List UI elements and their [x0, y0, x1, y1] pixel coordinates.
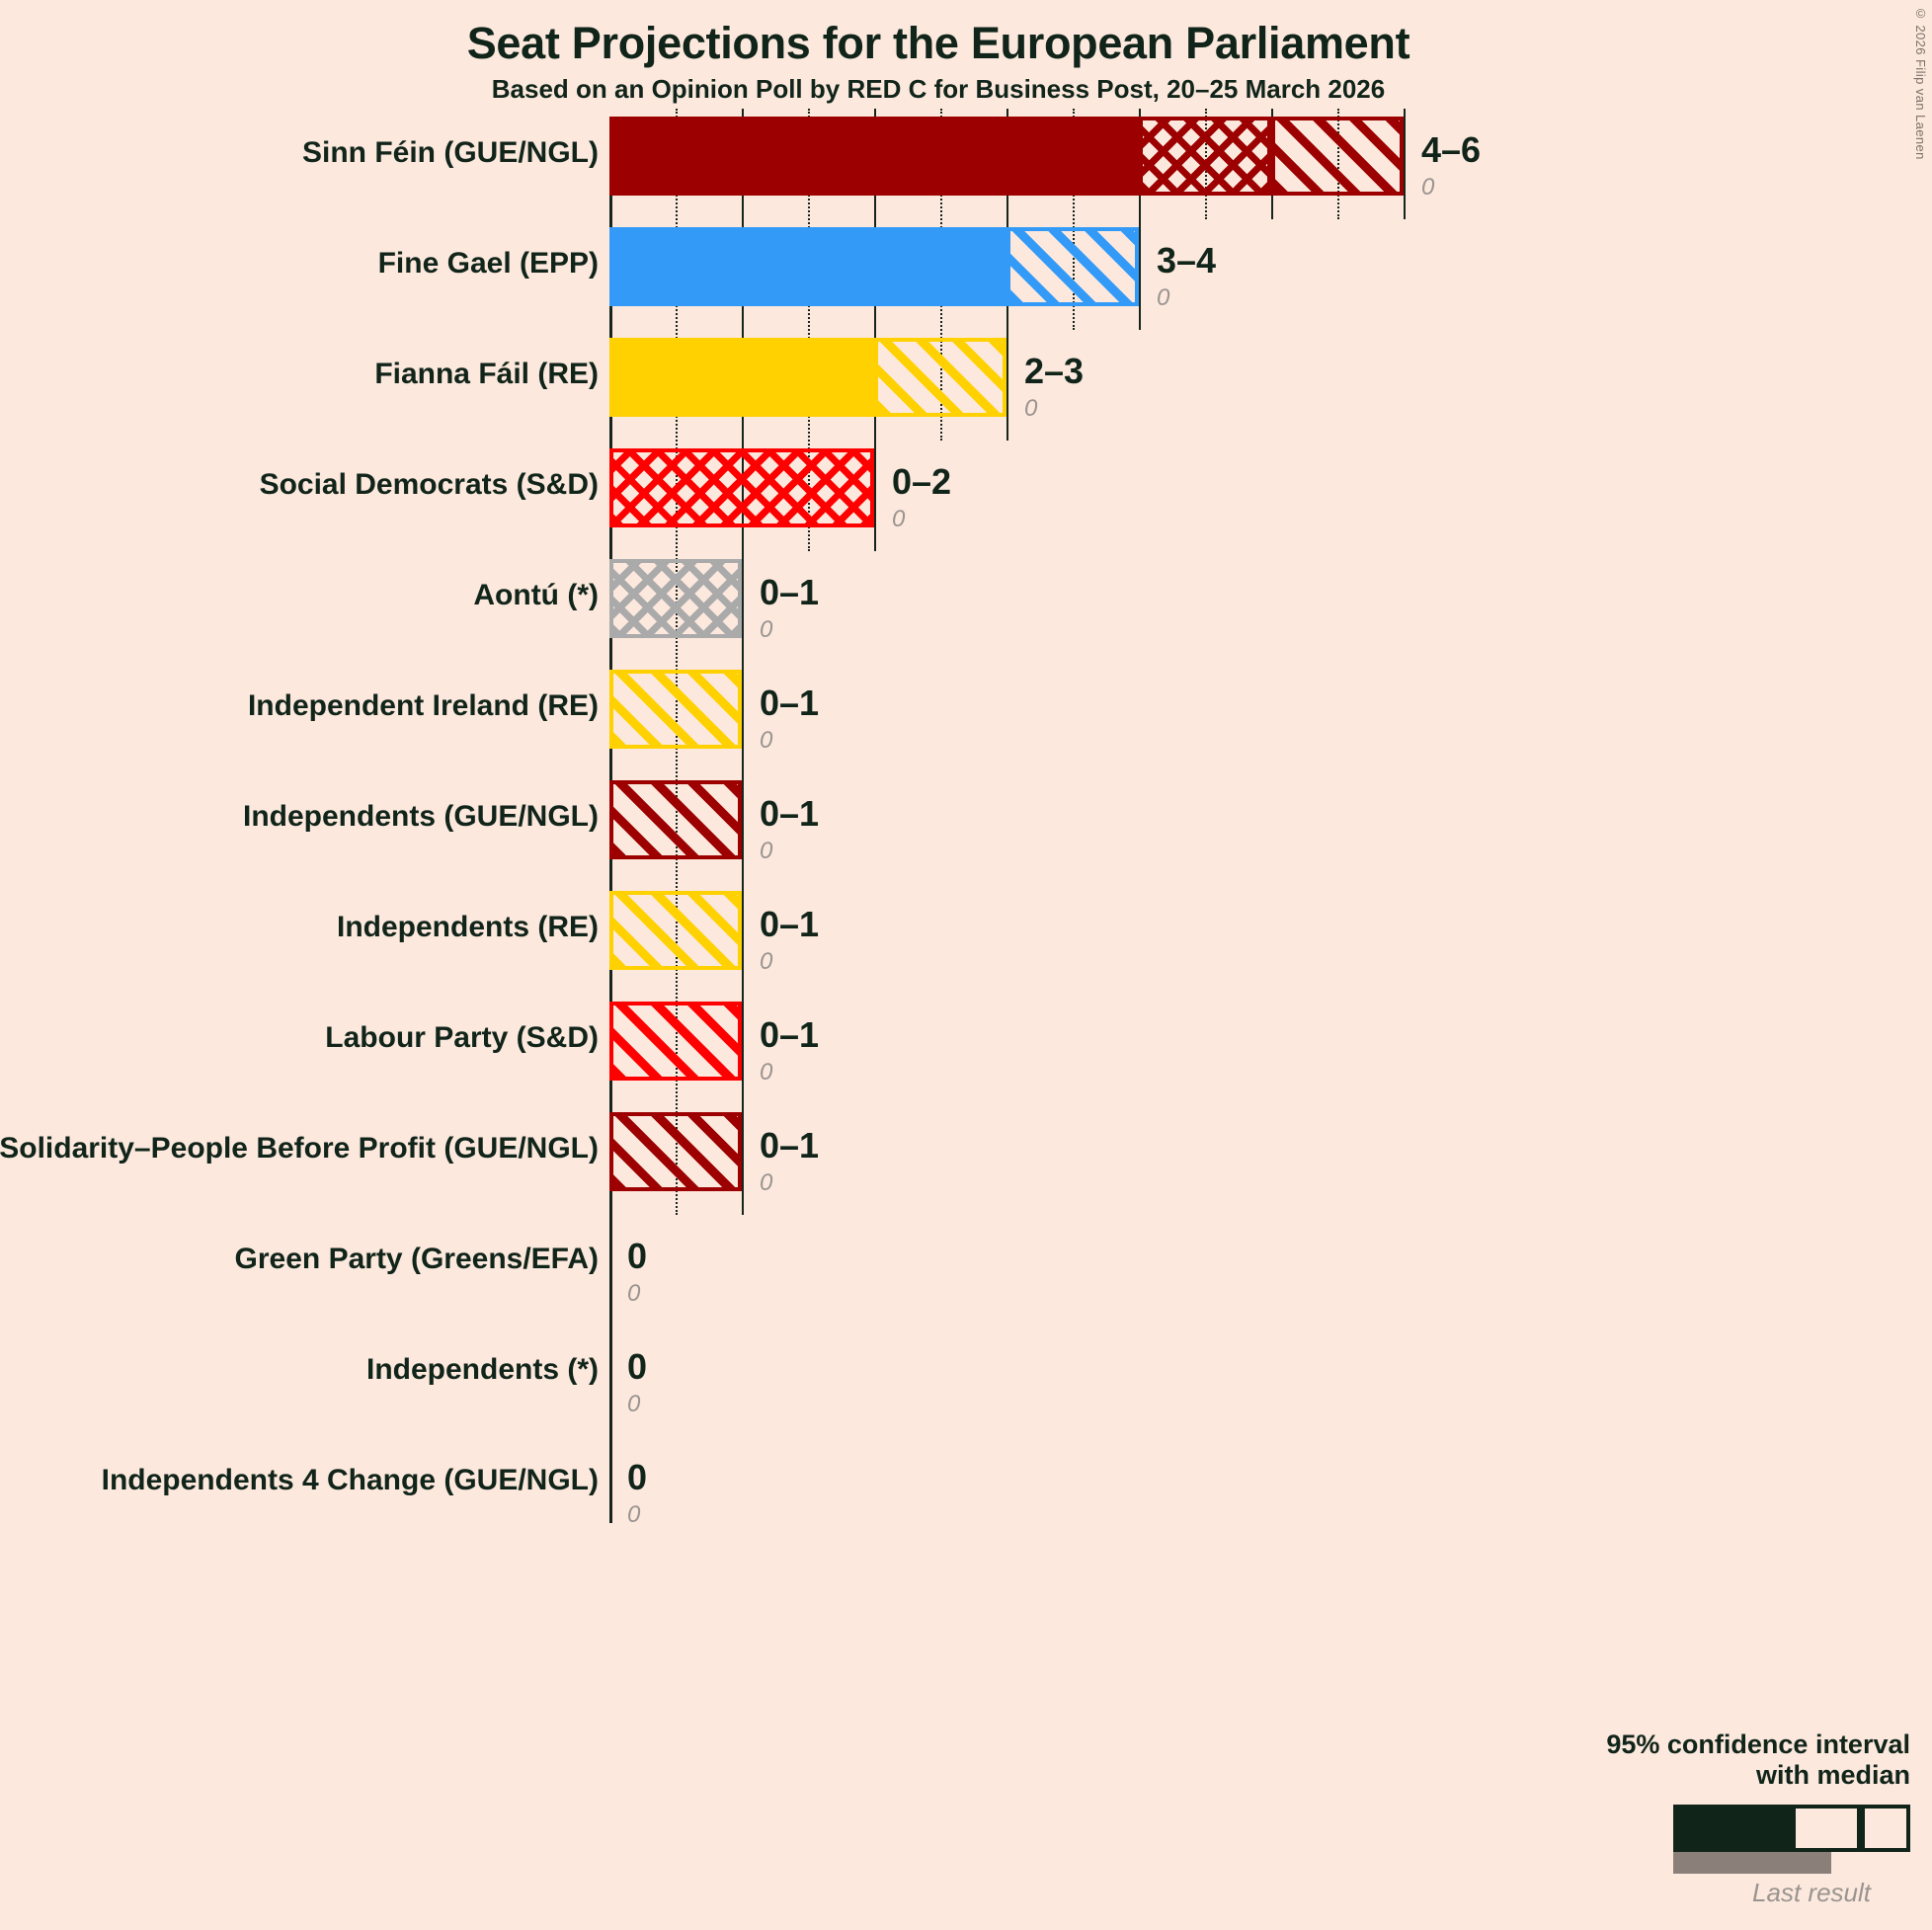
bar-segment-hatch	[609, 891, 742, 970]
bar-row: Green Party (Greens/EFA)00	[0, 1223, 1932, 1302]
bar	[609, 891, 742, 970]
bar	[609, 1112, 742, 1191]
bar-segment-hatch	[1006, 227, 1139, 306]
last-result-value: 0	[1157, 286, 1169, 310]
seat-range-label: 0–1	[760, 685, 819, 721]
bar-row: Independents (GUE/NGL)0–10	[0, 780, 1932, 859]
bar	[609, 117, 1404, 196]
party-label: Green Party (Greens/EFA)	[0, 1243, 599, 1276]
plot-area: Sinn Féin (GUE/NGL) 4–6 0 Fine Gael (EPP) 3–…	[0, 109, 1932, 1590]
bar-row: Independents 4 Change (GUE/NGL)00	[0, 1444, 1932, 1523]
seat-range-label: 0	[627, 1239, 647, 1274]
bar	[609, 670, 742, 749]
bar	[609, 448, 874, 527]
bar-row: Independents (RE)0–10	[0, 891, 1932, 970]
bar	[609, 1002, 742, 1081]
bar-row: Fianna Fáil (RE)2–30	[0, 338, 1932, 417]
party-label: Sinn Féin (GUE/NGL)	[0, 136, 599, 170]
seat-range-label: 3–4	[1157, 243, 1216, 279]
last-result-value: 0	[1421, 176, 1434, 200]
legend: 95% confidence interval with median Last…	[1574, 1729, 1910, 1908]
last-result-value: 0	[1024, 397, 1037, 421]
bar-row: Aontú (*)0–10	[0, 559, 1932, 638]
seat-range-label: 4–6	[1421, 132, 1481, 168]
legend-crosshatch-segment	[1792, 1805, 1861, 1852]
last-result-value: 0	[760, 950, 772, 974]
bar-row: Social Democrats (S&D)0–20	[0, 448, 1932, 527]
legend-hatch-segment	[1861, 1805, 1910, 1852]
party-label: Independents (*)	[0, 1353, 599, 1387]
seat-range-label: 0–1	[760, 1128, 819, 1164]
bar-segment-solid	[609, 338, 874, 417]
seat-range-label: 0–1	[760, 907, 819, 942]
legend-last-result-label: Last result	[1574, 1878, 1871, 1908]
last-result-value: 0	[627, 1503, 640, 1527]
bar-row: Fine Gael (EPP)3–40	[0, 227, 1932, 306]
chart-subtitle: Based on an Opinion Poll by RED C for Bu…	[0, 74, 1877, 105]
party-label: Fine Gael (EPP)	[0, 247, 599, 281]
bar-row: Labour Party (S&D)0–10	[0, 1002, 1932, 1081]
seat-range-label: 0–1	[760, 1017, 819, 1053]
party-label: Independents (GUE/NGL)	[0, 800, 599, 834]
party-label: Independents 4 Change (GUE/NGL)	[0, 1464, 599, 1497]
last-result-value: 0	[627, 1393, 640, 1416]
party-label: Independents (RE)	[0, 911, 599, 944]
bar-segment-hatch	[1271, 117, 1404, 196]
seat-range-label: 0–1	[760, 796, 819, 832]
legend-solid-segment	[1673, 1805, 1792, 1852]
legend-bar	[1673, 1805, 1910, 1852]
bar-row: Independents (*)00	[0, 1333, 1932, 1412]
party-label: Solidarity–People Before Profit (GUE/NGL…	[0, 1132, 599, 1166]
bar-segment-solid	[609, 117, 1139, 196]
bar	[609, 338, 1006, 417]
bar	[609, 559, 742, 638]
bar-row: Independent Ireland (RE)0–10	[0, 670, 1932, 749]
last-result-value: 0	[627, 1282, 640, 1306]
seat-range-label: 2–3	[1024, 354, 1084, 389]
bar-segment-hatch	[874, 338, 1006, 417]
bar-segment-solid	[609, 227, 1006, 306]
last-result-value: 0	[892, 508, 905, 531]
legend-last-result-bar	[1673, 1852, 1831, 1874]
seat-range-label: 0	[627, 1349, 647, 1385]
party-label: Fianna Fáil (RE)	[0, 358, 599, 391]
legend-line-2: with median	[1574, 1760, 1910, 1791]
party-label: Independent Ireland (RE)	[0, 689, 599, 723]
bar-row: Solidarity–People Before Profit (GUE/NGL…	[0, 1112, 1932, 1191]
bar	[609, 780, 742, 859]
bar-segment-hatch	[609, 1002, 742, 1081]
seat-range-label: 0–2	[892, 464, 951, 500]
last-result-value: 0	[760, 1061, 772, 1085]
bar-segment-hatch	[609, 670, 742, 749]
bar-segment-crosshatch	[609, 559, 742, 638]
party-label: Aontú (*)	[0, 579, 599, 612]
bar-row: Sinn Féin (GUE/NGL)4–60	[0, 117, 1932, 196]
bar-segment-hatch	[609, 780, 742, 859]
last-result-value: 0	[760, 1171, 772, 1195]
party-label: Labour Party (S&D)	[0, 1021, 599, 1055]
bar-segment-crosshatch	[1139, 117, 1271, 196]
chart-root: Seat Projections for the European Parlia…	[0, 0, 1932, 1930]
seat-range-label: 0	[627, 1460, 647, 1495]
seat-range-label: 0–1	[760, 575, 819, 610]
last-result-value: 0	[760, 729, 772, 753]
last-result-value: 0	[760, 618, 772, 642]
bar	[609, 227, 1139, 306]
bar-segment-crosshatch	[609, 448, 874, 527]
page-title: Seat Projections for the European Parlia…	[0, 18, 1877, 69]
bar-segment-hatch	[609, 1112, 742, 1191]
party-label: Social Democrats (S&D)	[0, 468, 599, 502]
last-result-value: 0	[760, 840, 772, 863]
legend-line-1: 95% confidence interval	[1574, 1729, 1910, 1760]
